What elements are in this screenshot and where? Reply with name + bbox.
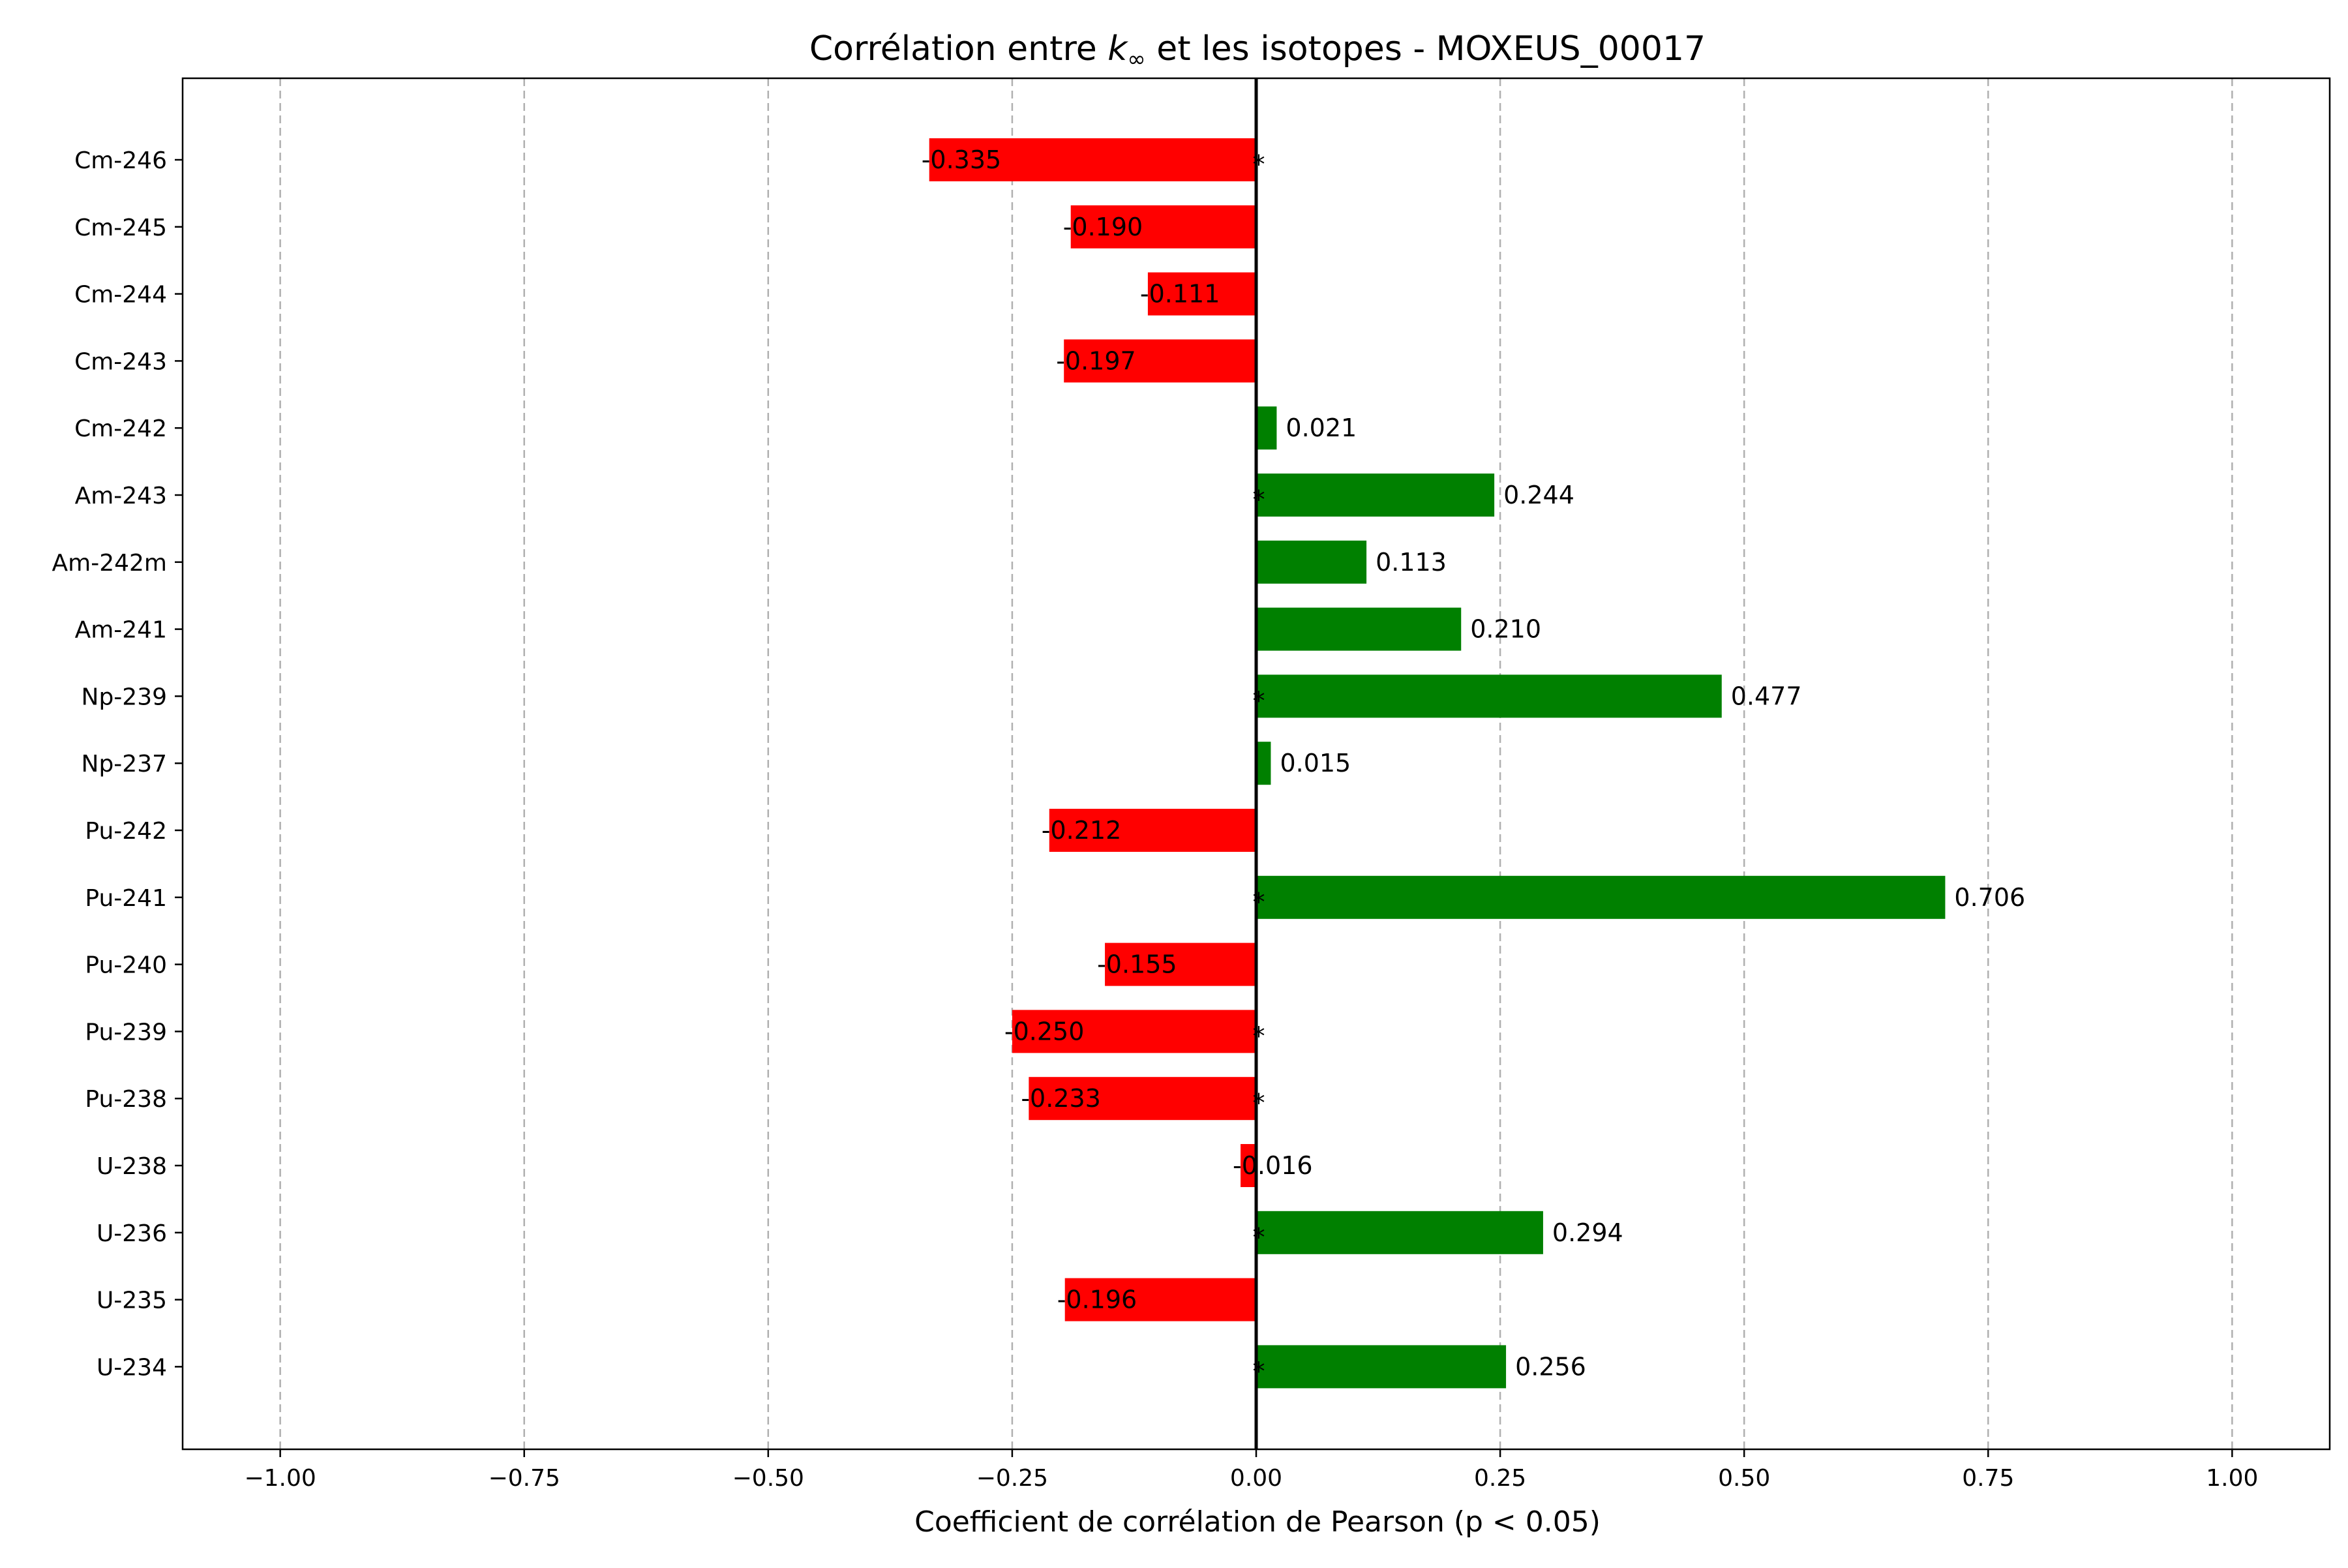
data-label: 0.256	[1515, 1352, 1586, 1381]
data-label: 0.015	[1280, 749, 1351, 777]
bar	[1256, 406, 1277, 450]
x-tick-label: −0.50	[732, 1465, 804, 1492]
y-tick-label: Pu-241	[85, 885, 167, 912]
bar	[1147, 272, 1256, 316]
y-tick-label: Cm-243	[74, 348, 167, 375]
y-tick-label: U-234	[97, 1354, 167, 1381]
bar	[1256, 742, 1271, 785]
y-tick-label: U-235	[97, 1288, 167, 1314]
bar	[1049, 809, 1256, 852]
data-label: 0.294	[1552, 1218, 1623, 1247]
data-label: 0.113	[1376, 548, 1447, 577]
bar	[1029, 1077, 1256, 1121]
data-label: -0.335	[922, 145, 1002, 174]
data-label: -0.250	[1004, 1017, 1085, 1046]
axes-layer	[175, 77, 2331, 1457]
y-tick-label: U-236	[97, 1220, 167, 1247]
y-tick-label: Pu-240	[85, 952, 167, 979]
x-tick-label: 0.25	[1474, 1465, 1526, 1492]
significance-marker: *	[1253, 888, 1265, 916]
x-tick-label: 0.75	[1962, 1465, 2014, 1492]
significance-marker: *	[1253, 1021, 1265, 1050]
data-label: 0.244	[1503, 481, 1574, 509]
y-tick-label: Pu-239	[85, 1019, 167, 1046]
x-axis-label: Coefficient de corrélation de Pearson (p…	[914, 1505, 1601, 1539]
bar	[1256, 1345, 1507, 1389]
x-tick-label: −0.25	[976, 1465, 1048, 1492]
data-label: 0.477	[1731, 682, 1802, 710]
x-tick-label: −1.00	[244, 1465, 316, 1492]
significance-marker: *	[1253, 485, 1265, 514]
data-label: -0.197	[1056, 346, 1136, 375]
bar	[1064, 1278, 1256, 1321]
data-label: 0.021	[1286, 414, 1357, 442]
plot-frame	[181, 77, 2331, 1451]
y-tick-label: Am-243	[75, 483, 167, 509]
y-tick-label: Am-242m	[52, 550, 167, 577]
data-label: -0.233	[1021, 1084, 1101, 1113]
title-suffix: et les isotopes - MOXEUS_00017	[1146, 29, 1706, 68]
data-label: -0.190	[1063, 213, 1143, 241]
data-label: -0.111	[1140, 280, 1220, 309]
data-label: 0.706	[1954, 883, 2025, 912]
significance-marker: *	[1253, 686, 1265, 715]
bars-layer	[929, 138, 1946, 1389]
bar	[1256, 875, 1946, 919]
significance-marker: *	[1253, 1357, 1265, 1385]
y-tick-label: Np-239	[82, 684, 167, 710]
significance-marker: *	[1253, 1223, 1265, 1252]
grid-layer	[279, 78, 2233, 1449]
bar	[1256, 540, 1367, 584]
significance-marker: *	[1253, 1089, 1265, 1117]
bar	[929, 138, 1256, 181]
bar	[1105, 942, 1256, 986]
title-prefix: Corrélation entre	[809, 29, 1107, 68]
y-tick-label: Cm-246	[74, 147, 167, 174]
y-tick-label: U-238	[97, 1153, 167, 1180]
y-tick-label: Am-241	[75, 617, 167, 644]
bar	[1256, 674, 1722, 718]
bar	[1070, 205, 1256, 249]
data-label: 0.210	[1470, 615, 1541, 644]
bar	[1012, 1010, 1256, 1053]
bar	[1256, 474, 1495, 517]
y-tick-label: Pu-242	[85, 818, 167, 845]
x-tick-label: 0.00	[1230, 1465, 1282, 1492]
bar	[1064, 339, 1256, 383]
bar	[1241, 1144, 1256, 1187]
y-tick-label: Np-237	[82, 751, 167, 777]
bar	[1256, 607, 1462, 651]
bar	[1256, 1211, 1543, 1254]
labels-layer: −1.00 −0.75 −0.50 −0.25 0.00 0.25 0.50 0.75 1.00…	[52, 145, 2259, 1492]
y-tick-label: Cm-242	[74, 415, 167, 442]
title-symbol: k	[1107, 29, 1128, 68]
y-tick-label: Cm-245	[74, 215, 167, 241]
y-tick-label: Cm-244	[74, 282, 167, 309]
x-tick-label: 0.50	[1718, 1465, 1770, 1492]
data-label: -0.196	[1057, 1286, 1137, 1314]
x-tick-label: 1.00	[2206, 1465, 2258, 1492]
x-tick-label: −0.75	[489, 1465, 560, 1492]
data-label: -0.155	[1097, 950, 1177, 979]
y-tick-label: Pu-238	[85, 1086, 167, 1113]
data-label: -0.016	[1233, 1151, 1313, 1180]
data-label: -0.212	[1042, 816, 1122, 845]
title-subscript: ∞	[1127, 46, 1145, 72]
chart-title: Corrélation entre k∞ et les isotopes - M…	[809, 29, 1706, 72]
significance-marker: *	[1253, 150, 1265, 179]
